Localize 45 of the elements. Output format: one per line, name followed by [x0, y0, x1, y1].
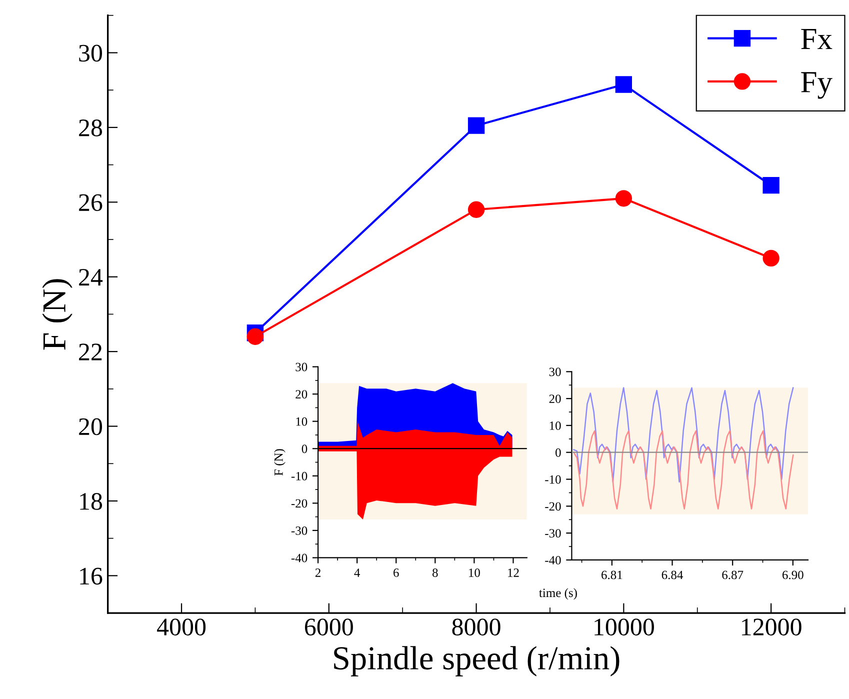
- x-axis-title: Spindle speed (r/min): [334, 646, 620, 676]
- y-tick-label: 26: [79, 194, 102, 212]
- x-tick-label: 6000: [304, 618, 353, 636]
- y-tick-label: -10: [291, 472, 308, 480]
- x-tick-label: 4000: [157, 618, 206, 636]
- y-tick-label: 24: [79, 268, 103, 286]
- x-tick-label: 6.90: [782, 570, 804, 580]
- y-tick-label: 18: [80, 493, 102, 510]
- y-tick-label: 20: [296, 390, 308, 399]
- x-tick-label: 8000: [452, 618, 500, 636]
- legend-label: Fy: [801, 72, 832, 99]
- y-tick-label: 16: [80, 568, 102, 585]
- y-tick-label: -40: [291, 554, 308, 562]
- x-tick-label: 10: [469, 568, 480, 577]
- x-tick-label: 12: [508, 568, 519, 577]
- y-tick-label: 20: [549, 394, 561, 404]
- y-tick-label: 20: [79, 418, 102, 436]
- y-tick-label: 30: [549, 368, 561, 376]
- y-tick-label: 10: [296, 417, 308, 426]
- y-tick-label: -20: [291, 499, 308, 508]
- y-tick-label: -40: [545, 556, 561, 564]
- x-tick-label: 12000: [742, 618, 802, 636]
- x-tick-label: 8: [432, 568, 438, 577]
- y-tick-label: 10: [550, 421, 561, 430]
- y-tick-label: 22: [79, 344, 102, 360]
- y-axis-title: F (N): [274, 449, 286, 476]
- x-tick-label: 4: [354, 568, 360, 577]
- x-tick-label: 6.84: [662, 570, 683, 580]
- y-tick-label: 0: [556, 448, 561, 457]
- y-tick-label: -30: [291, 526, 308, 535]
- y-tick-label: -10: [545, 475, 561, 484]
- x-tick-label: 6.81: [602, 570, 622, 580]
- x-tick-label: 6: [394, 568, 399, 577]
- legend-label: Fx: [801, 28, 832, 49]
- x-tick-label: 2: [315, 568, 320, 577]
- y-tick-label: 30: [296, 362, 308, 372]
- y-tick-label: 0: [302, 444, 308, 454]
- y-tick-label: -30: [545, 529, 561, 538]
- x-tick-label: 10000: [594, 618, 654, 636]
- y-tick-label: 28: [79, 119, 102, 136]
- y-axis-title: F (N): [42, 279, 72, 350]
- y-tick-label: 30: [79, 44, 102, 62]
- x-tick-label: 6.87: [722, 570, 744, 580]
- x-axis-title: time (s): [539, 588, 577, 600]
- y-tick-label: -20: [545, 502, 561, 511]
